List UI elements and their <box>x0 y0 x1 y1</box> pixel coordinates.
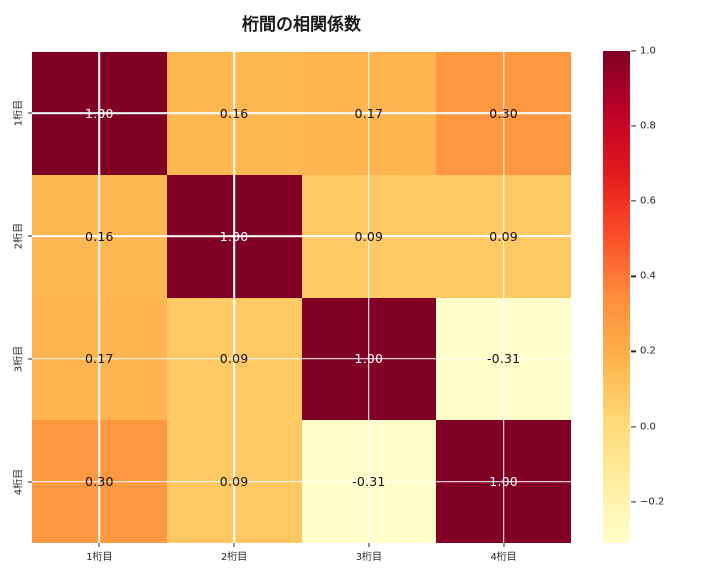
cell-value: 0.09 <box>489 228 518 244</box>
x-tick-mark <box>98 543 100 547</box>
heatmap-cell-r2-c4: 0.09 <box>436 174 571 298</box>
colorbar <box>603 51 630 543</box>
colorbar-tick-mark <box>631 350 636 353</box>
y-tick-mark <box>28 112 32 114</box>
heatmap-cell-r1-c2: 0.16 <box>166 52 302 175</box>
cell-value: 0.16 <box>85 228 114 244</box>
colorbar-tick-label: 0.4 <box>640 270 656 282</box>
colorbar-tick-mark <box>631 125 636 127</box>
heatmap-cell-r3-c1: 0.17 <box>32 297 167 421</box>
cell-value: 0.09 <box>219 351 249 367</box>
cell-value: 1.00 <box>85 105 114 121</box>
heatmap-cell-r3-c2: 0.09 <box>166 297 302 421</box>
colorbar-tick-label: 0.2 <box>640 345 656 357</box>
heatmap-cell-r1-c4: 0.30 <box>436 52 571 175</box>
y-tick-label: 2桁目 <box>13 222 25 250</box>
y-tick-label: 3桁目 <box>13 345 25 373</box>
colorbar-gradient <box>603 51 630 543</box>
heatmap: 1.00 0.16 0.17 0.30 0.16 1.00 0.09 0.09 0.17 0.09… <box>32 52 571 543</box>
y-tick-mark <box>28 358 32 360</box>
colorbar-tick-label: 0.0 <box>640 421 656 433</box>
cell-value: 0.30 <box>489 105 518 121</box>
cell-value: 1.00 <box>354 351 384 367</box>
cell-value: 0.30 <box>85 474 114 490</box>
x-tick-label: 3桁目 <box>355 552 383 563</box>
colorbar-tick-mark <box>631 275 636 277</box>
x-tick-mark <box>368 543 370 547</box>
heatmap-cell-r1-c3: 0.17 <box>301 52 437 175</box>
cell-value: 1.00 <box>219 228 249 244</box>
cell-value: 0.17 <box>354 105 384 121</box>
heatmap-cell-r3-c4: -0.31 <box>436 297 571 421</box>
heatmap-cell-r4-c4: 1.00 <box>436 420 571 543</box>
heatmap-cell-r4-c2: 0.09 <box>166 420 302 543</box>
heatmap-cell-r3-c3: 1.00 <box>301 297 437 421</box>
heatmap-cell-r2-c2: 1.00 <box>166 174 302 298</box>
cell-value: -0.31 <box>486 351 521 367</box>
heatmap-cell-r1-c1: 1.00 <box>32 52 167 175</box>
colorbar-tick-mark <box>631 200 636 202</box>
cell-value: 0.17 <box>85 351 114 367</box>
colorbar-tick-label: 0.6 <box>640 195 656 207</box>
colorbar-tick-label: −0.2 <box>640 496 665 508</box>
x-tick-label: 4桁目 <box>490 552 517 563</box>
cell-value: 0.09 <box>354 228 384 244</box>
cell-value: 0.16 <box>219 105 249 121</box>
heatmap-cell-r4-c1: 0.30 <box>32 420 167 543</box>
y-tick-mark <box>28 481 32 483</box>
chart-title: 桁間の相関係数 <box>242 15 361 35</box>
colorbar-tick-mark <box>631 50 636 52</box>
colorbar-tick-label: 0.8 <box>640 120 656 132</box>
x-tick-mark <box>233 543 235 547</box>
cell-value: -0.31 <box>352 474 386 490</box>
heatmap-cell-r4-c3: -0.31 <box>301 420 437 543</box>
y-tick-label: 4桁目 <box>13 468 25 495</box>
y-tick-label: 1桁目 <box>13 100 25 127</box>
x-tick-mark <box>503 543 505 547</box>
heatmap-cell-r2-c1: 0.16 <box>32 174 167 298</box>
colorbar-tick-mark <box>631 425 636 428</box>
heatmap-cell-r2-c3: 0.09 <box>301 174 437 298</box>
y-tick-mark <box>28 235 32 237</box>
x-tick-label: 1桁目 <box>86 552 113 563</box>
cell-value: 1.00 <box>489 474 518 490</box>
x-tick-label: 2桁目 <box>220 552 248 563</box>
cell-value: 0.09 <box>219 474 249 490</box>
colorbar-tick-label: 1.0 <box>640 45 656 57</box>
colorbar-tick-mark <box>631 501 636 503</box>
heatmap-grid: 1.00 0.16 0.17 0.30 0.16 1.00 0.09 0.09 0.17 0.09… <box>32 52 571 543</box>
